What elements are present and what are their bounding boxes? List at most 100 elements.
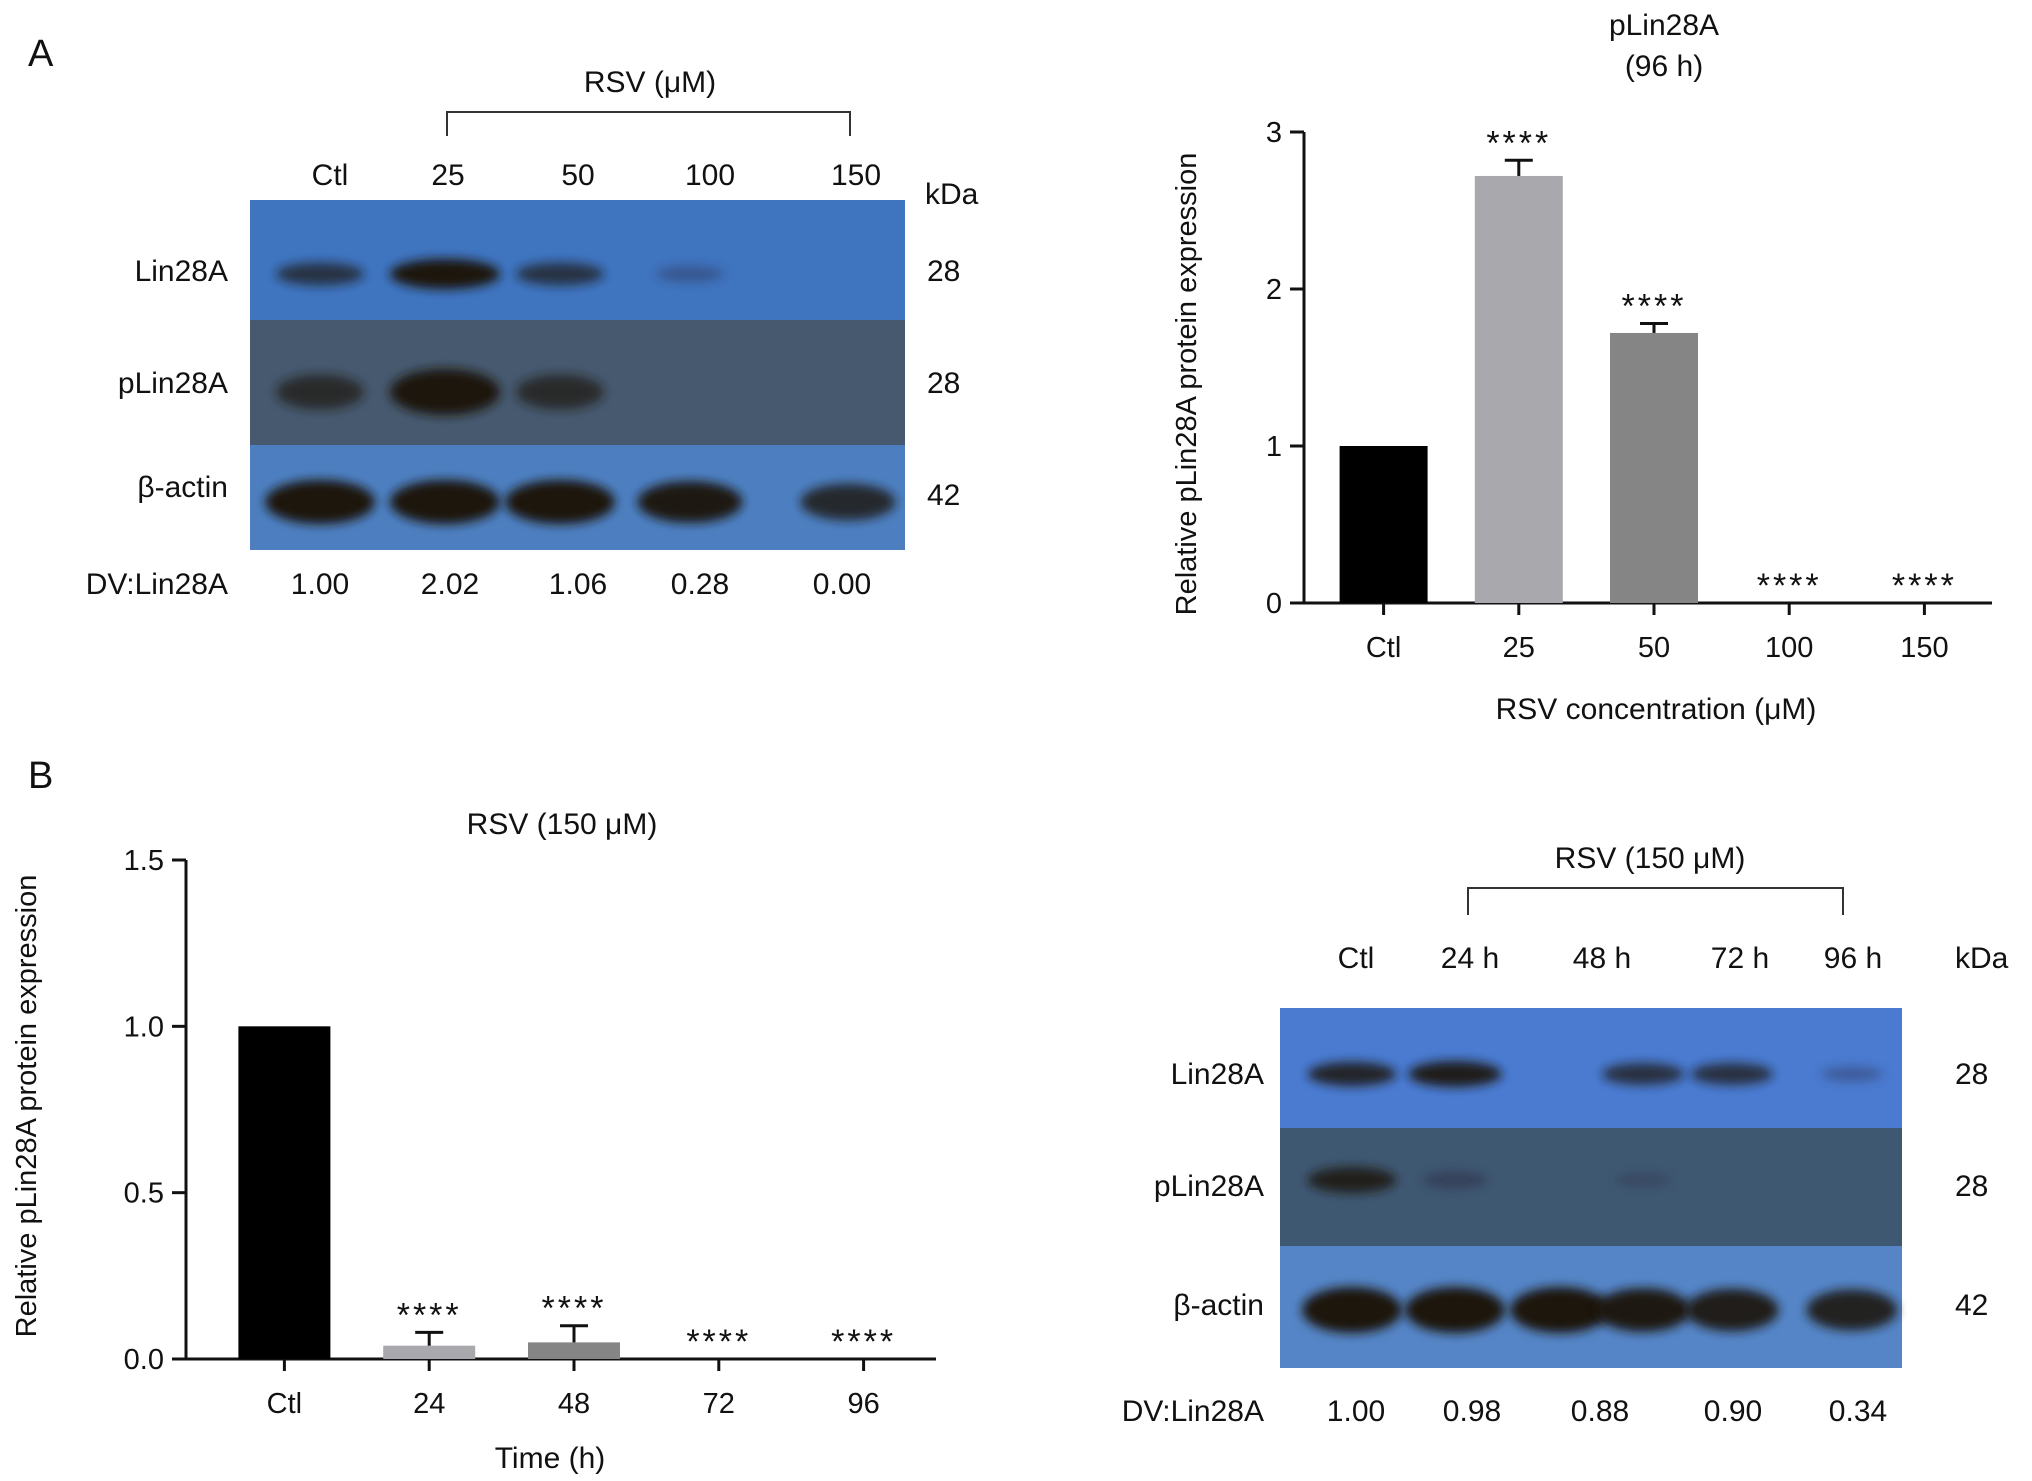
blot-b-kda-value: 28 <box>1955 1170 1988 1203</box>
x-tick-label: 24 <box>413 1388 445 1420</box>
blot-band <box>1422 1171 1488 1189</box>
bar <box>1339 446 1428 603</box>
blot-b-kda-label: kDa <box>1955 942 2009 975</box>
x-tick-label: 48 <box>558 1388 590 1420</box>
blot-band <box>1614 1172 1672 1188</box>
blot-band <box>1307 1061 1397 1087</box>
y-tick-label: 0.0 <box>124 1344 164 1376</box>
blot-b-lane-label: 48 h <box>1573 942 1631 975</box>
blot-b-lane-label: 72 h <box>1711 942 1769 975</box>
blot-b: RSV (150 μM) Ctl 24 h 48 h 72 h 96 h kDa… <box>1122 842 2009 1428</box>
blot-band <box>390 259 500 289</box>
blot-band <box>390 480 500 524</box>
blot-b-row-label: β-actin <box>1173 1289 1264 1322</box>
x-tick-label: 100 <box>1765 632 1813 664</box>
blot-b-dv-value: 0.34 <box>1829 1395 1887 1428</box>
y-tick-label: 3 <box>1266 117 1282 149</box>
blot-a-dv-value: 2.02 <box>421 568 479 601</box>
significance-label: **** <box>542 1290 607 1328</box>
blot-band <box>1821 1066 1883 1082</box>
y-tick-label: 1.5 <box>124 845 164 877</box>
significance-label: **** <box>1757 567 1822 605</box>
blot-a-dv-value: 1.00 <box>291 568 349 601</box>
x-tick-label: 150 <box>1900 632 1948 664</box>
blot-a-kda-value: 42 <box>927 479 960 512</box>
blot-band <box>1302 1287 1402 1333</box>
significance-label: **** <box>831 1323 896 1361</box>
panel-label-b: B <box>28 755 53 797</box>
blot-b-dv-value: 0.98 <box>1443 1395 1501 1428</box>
x-tick-label: 96 <box>847 1388 879 1420</box>
blot-a-bracket <box>446 111 851 136</box>
significance-label: **** <box>397 1296 462 1334</box>
blot-b-kda-value: 28 <box>1955 1058 1988 1091</box>
blot-b-dv-value: 1.00 <box>1327 1395 1385 1428</box>
blot-b-dv-value: 0.90 <box>1704 1395 1762 1428</box>
blot-b-kda-value: 42 <box>1955 1289 1988 1322</box>
blot-band <box>1510 1287 1610 1333</box>
chart1-xlabel: RSV concentration (μM) <box>1496 693 1817 726</box>
y-tick-label: 0.5 <box>124 1178 164 1210</box>
blot-b-lane-label: Ctl <box>1338 942 1375 975</box>
blot-b-dv-label: DV:Lin28A <box>1122 1395 1264 1428</box>
blot-band <box>390 369 500 415</box>
blot-a-lane-label: 50 <box>561 159 594 192</box>
blot-band <box>1405 1287 1505 1333</box>
significance-label: **** <box>686 1323 751 1361</box>
y-tick-label: 2 <box>1266 274 1282 306</box>
significance-label: **** <box>1486 124 1551 162</box>
blot-a-kda-label: kDa <box>925 178 979 211</box>
blot-b-row-label: Lin28A <box>1171 1058 1264 1091</box>
blot-band <box>1691 1063 1773 1085</box>
chart2-xlabel: Time (h) <box>495 1442 606 1475</box>
chart-time-course: RSV (150 μM) Relative pLin28A protein ex… <box>11 808 936 1475</box>
blot-a-bracket-label: RSV (μM) <box>584 66 716 99</box>
significance-label: **** <box>1622 288 1687 326</box>
blot-b-bracket-label: RSV (150 μM) <box>1555 842 1746 875</box>
blot-a-lane-label: 25 <box>431 159 464 192</box>
blot-band <box>800 483 896 521</box>
blot-b-lane-label: 96 h <box>1824 942 1882 975</box>
blot-band <box>656 265 724 283</box>
blot-a-row-label: pLin28A <box>118 367 228 400</box>
x-tick-label: 72 <box>703 1388 735 1420</box>
blot-band <box>276 374 364 410</box>
blot-b-bracket <box>1467 887 1844 915</box>
y-tick-label: 0 <box>1266 588 1282 620</box>
blot-a-dv-value: 1.06 <box>549 568 607 601</box>
blot-band <box>1307 1167 1397 1193</box>
blot-band <box>1595 1288 1691 1332</box>
blot-a-strip-lin28a <box>250 200 905 320</box>
blot-a-lane-label: 100 <box>685 159 735 192</box>
blot-a-lane-label: Ctl <box>312 159 349 192</box>
blot-band <box>276 262 364 286</box>
bar <box>1610 332 1698 603</box>
y-tick-label: 1 <box>1266 431 1282 463</box>
blot-a-dv-label: DV:Lin28A <box>86 568 228 601</box>
bar <box>528 1342 620 1359</box>
blot-a-row-label: Lin28A <box>135 255 228 288</box>
chart1-ylabel: Relative pLin28A protein expression <box>1171 153 1203 616</box>
chart-rsv-concentration: pLin28A (96 h) Relative pLin28A protein … <box>1171 9 1992 726</box>
chart1-title: pLin28A <box>1609 9 1719 42</box>
blot-band <box>516 262 604 286</box>
blot-a: RSV (μM) Ctl 25 50 100 150 kDa Lin28A pL… <box>86 66 979 601</box>
blot-band <box>1408 1061 1502 1087</box>
blot-a-kda-value: 28 <box>927 367 960 400</box>
x-tick-label: Ctl <box>1366 632 1401 664</box>
y-tick-label: 1.0 <box>124 1011 164 1043</box>
blot-band <box>1685 1288 1779 1332</box>
x-tick-label: 25 <box>1503 632 1535 664</box>
blot-band <box>1602 1063 1684 1085</box>
chart2-ylabel: Relative pLin28A protein expression <box>11 875 43 1338</box>
bar <box>1474 175 1563 603</box>
blot-a-dv-value: 0.28 <box>671 568 729 601</box>
x-tick-label: Ctl <box>267 1388 302 1420</box>
blot-b-dv-value: 0.88 <box>1571 1395 1629 1428</box>
x-tick-label: 50 <box>1638 632 1670 664</box>
blot-a-kda-value: 28 <box>927 255 960 288</box>
blot-a-lane-label: 150 <box>831 159 881 192</box>
significance-label: **** <box>1892 567 1957 605</box>
chart2-title: RSV (150 μM) <box>467 808 658 841</box>
